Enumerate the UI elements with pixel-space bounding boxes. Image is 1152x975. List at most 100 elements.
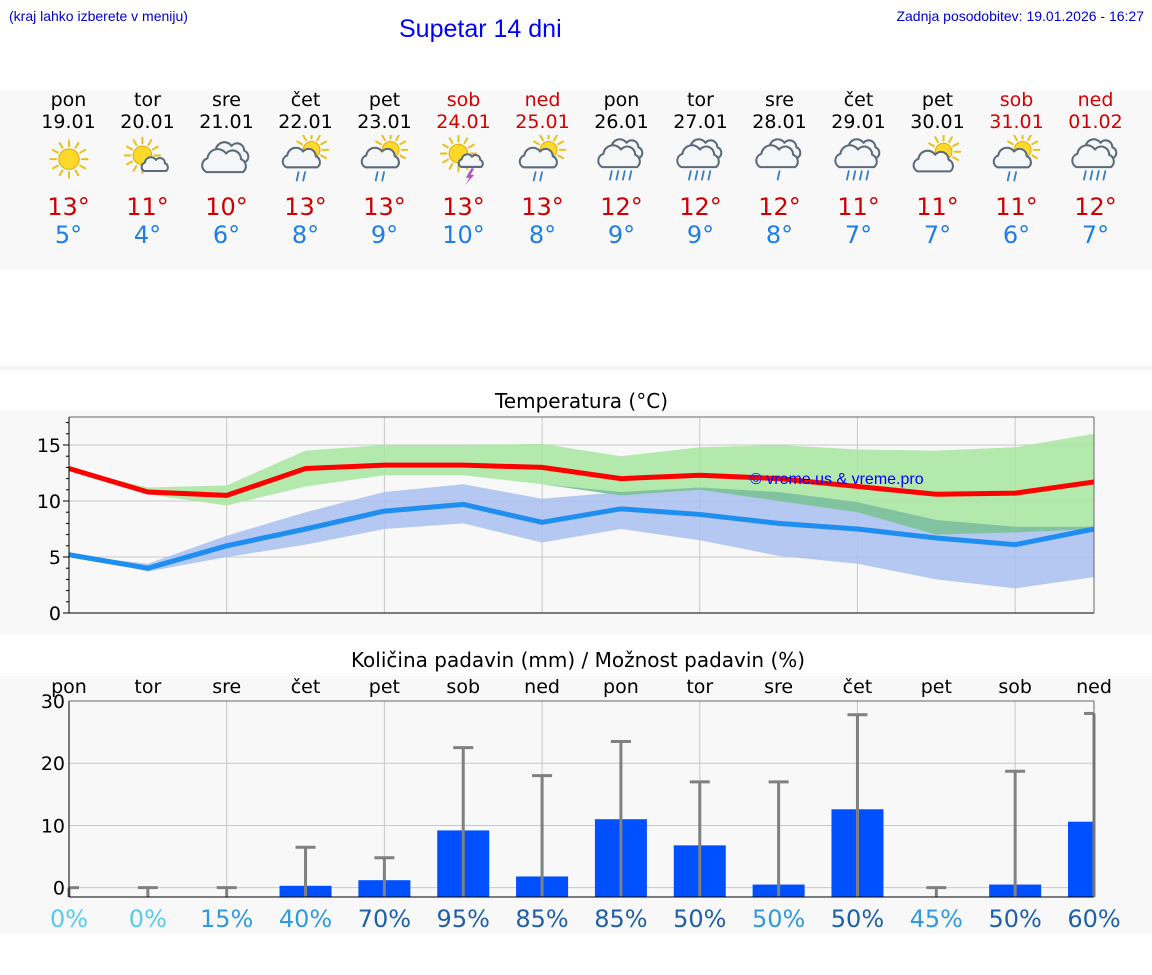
day-date: 29.01 xyxy=(831,111,886,133)
location-hint-link[interactable]: (kraj lahko izberete v meniju) xyxy=(9,8,188,24)
sun-cloud-light-rain-icon xyxy=(518,135,566,182)
max-temp: 12° xyxy=(600,193,643,221)
max-temp: 12° xyxy=(679,193,722,221)
day-name: tor xyxy=(134,89,161,111)
min-temp: 7° xyxy=(1081,221,1110,249)
precip-day-label: sre xyxy=(212,676,241,698)
precip-probability-label: 60% xyxy=(1067,905,1120,933)
day-name: ned xyxy=(524,89,561,111)
chart-watermark: © vreme.us & vreme.pro xyxy=(750,471,924,488)
sun-small-cloud-icon xyxy=(123,136,169,175)
day-name: pet xyxy=(921,89,954,111)
precip-probability-label: 15% xyxy=(200,905,253,933)
max-temp: 11° xyxy=(916,193,959,221)
precip-probability-label: 50% xyxy=(831,905,884,933)
day-name: sre xyxy=(212,89,241,111)
day-column: pon 19.01 13° 5° xyxy=(29,88,108,258)
min-temp: 8° xyxy=(528,221,557,249)
temp-y-tick-label: 0 xyxy=(49,603,61,625)
min-temp: 9° xyxy=(370,221,399,249)
max-temp: 13° xyxy=(442,193,485,221)
sun-cloud-light-rain-icon xyxy=(992,135,1040,182)
day-column: tor 20.01 11° 4° xyxy=(108,88,187,258)
precip-y-tick-label: 20 xyxy=(41,753,65,775)
day-column: pon 26.01 12° 9° xyxy=(582,88,661,258)
min-temp: 7° xyxy=(923,221,952,249)
precip-day-label: pon xyxy=(603,676,639,698)
day-date: 25.01 xyxy=(515,111,570,133)
day-date: 27.01 xyxy=(673,111,728,133)
day-column: sob 24.01 13° 10° xyxy=(424,88,503,258)
precip-probability-label: 50% xyxy=(673,905,726,933)
day-date: 20.01 xyxy=(120,111,175,133)
day-name: pet xyxy=(368,89,401,111)
sun-cloud-thunder-icon xyxy=(439,135,484,186)
last-updated: Zadnja posodobitev: 19.01.2026 - 16:27 xyxy=(896,8,1144,24)
precip-y-tick-label: 10 xyxy=(41,815,65,837)
day-date: 30.01 xyxy=(910,111,965,133)
day-column: ned 01.02 12° 7° xyxy=(1056,88,1135,258)
cloud-rain-icon xyxy=(1070,138,1117,181)
day-date: 24.01 xyxy=(436,111,491,133)
day-column: čet 29.01 11° 7° xyxy=(819,88,898,258)
precip-day-label: ned xyxy=(524,676,560,698)
max-temp: 13° xyxy=(284,193,327,221)
day-name: sre xyxy=(765,89,794,111)
sun-cloud-light-rain-icon xyxy=(360,135,408,182)
precip-probability-label: 70% xyxy=(358,905,411,933)
page-title: Supetar 14 dni xyxy=(399,15,562,43)
max-temp: 12° xyxy=(1074,193,1117,221)
precip-bar xyxy=(1068,821,1094,897)
max-temp: 12° xyxy=(758,193,801,221)
min-temp-band xyxy=(69,484,1094,589)
precip-probability-label: 85% xyxy=(515,905,568,933)
day-name: čet xyxy=(290,89,321,111)
day-name: sob xyxy=(999,89,1034,111)
min-temp: 8° xyxy=(291,221,320,249)
max-temp: 13° xyxy=(521,193,564,221)
min-temp: 6° xyxy=(1002,221,1031,249)
precip-chart-title: Količina padavin (mm) / Možnost padavin … xyxy=(351,648,805,672)
min-temp-line xyxy=(68,501,1095,571)
min-temp: 10° xyxy=(442,221,485,249)
precip-probability-label: 50% xyxy=(988,905,1041,933)
precip-day-label: sre xyxy=(764,676,793,698)
day-name: ned xyxy=(1077,89,1114,111)
min-temp: 4° xyxy=(133,221,162,249)
day-date: 22.01 xyxy=(278,111,333,133)
day-date: 28.01 xyxy=(752,111,807,133)
day-column: pet 30.01 11° 7° xyxy=(898,88,977,258)
day-date: 01.02 xyxy=(1068,111,1123,133)
precip-day-label: pet xyxy=(921,676,952,698)
precip-probability-label: 85% xyxy=(594,905,647,933)
day-column: tor 27.01 12° 9° xyxy=(661,88,740,258)
temp-y-tick-label: 5 xyxy=(49,547,61,569)
min-temp: 7° xyxy=(844,221,873,249)
day-name: pon xyxy=(603,89,640,111)
day-column: sob 31.01 11° 6° xyxy=(977,88,1056,258)
precip-day-label: tor xyxy=(686,676,713,698)
precip-plot-area xyxy=(69,701,1094,897)
cloud-rain-icon xyxy=(833,138,880,181)
max-temp: 11° xyxy=(126,193,169,221)
precip-day-label: ned xyxy=(1076,676,1112,698)
precip-day-label: čet xyxy=(291,676,321,698)
precip-probability-label: 45% xyxy=(910,905,963,933)
precip-day-label: sob xyxy=(998,676,1032,698)
day-date: 23.01 xyxy=(357,111,412,133)
day-date: 31.01 xyxy=(989,111,1044,133)
day-column: sre 21.01 10° 6° xyxy=(187,88,266,258)
max-temp: 11° xyxy=(837,193,880,221)
day-forecast-row: pon 19.01 13° 5° tor 20.01 11° 4° sre 21.01 10° 6° č… xyxy=(29,88,1135,258)
precip-probability-label: 0% xyxy=(50,905,88,933)
precip-day-label: tor xyxy=(134,676,161,698)
precip-y-tick-label: 30 xyxy=(41,691,65,713)
day-date: 19.01 xyxy=(41,111,96,133)
separator-band xyxy=(0,366,1152,370)
precip-probability-label: 50% xyxy=(752,905,805,933)
sun-cloud-light-rain-icon xyxy=(281,135,329,182)
day-column: pet 23.01 13° 9° xyxy=(345,88,424,258)
day-name: čet xyxy=(843,89,874,111)
